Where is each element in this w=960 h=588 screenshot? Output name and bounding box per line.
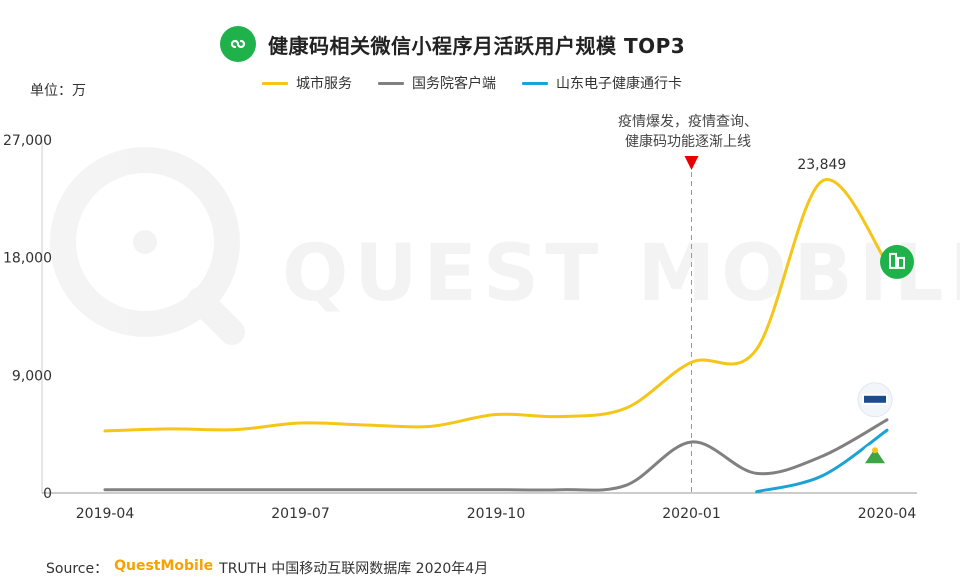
epidemic-annotation: 疫情爆发，疫情查询、 健康码功能逐渐上线 — [598, 112, 778, 152]
y-tick-label: 18,000 — [3, 251, 52, 267]
annotation-line-2: 健康码功能逐渐上线 — [625, 134, 751, 150]
x-tick-label: 2020-01 — [662, 506, 721, 522]
epidemic-marker-triangle — [684, 156, 699, 170]
shandong-pass-logo-icon — [861, 444, 889, 473]
peak-data-label: 23,849 — [797, 157, 846, 173]
city-services-logo-building — [897, 256, 905, 269]
source-prefix: Source： — [46, 561, 109, 577]
y-tick-label: 0 — [43, 486, 52, 502]
mini-program-icon — [220, 26, 256, 62]
legend-item-state-council: 国务院客户端 — [378, 73, 496, 93]
source-rest: TRUTH 中国移动互联网数据库 2020年4月 — [219, 561, 489, 577]
state-council-logo-mark — [864, 395, 886, 403]
watermark-text: QUEST MOBILE — [282, 229, 960, 319]
city-services-logo-icon — [880, 244, 914, 279]
city-services-logo-building — [889, 252, 897, 269]
state-council-logo-icon — [857, 382, 893, 418]
unit-label: 单位：万 — [30, 83, 86, 99]
chart-title: 健康码相关微信小程序月活跃用户规模 TOP3 — [268, 33, 686, 58]
y-tick-label: 9,000 — [12, 368, 52, 384]
legend-swatch-city-services — [262, 81, 288, 85]
y-tick-label: 27,000 — [3, 133, 52, 149]
source-line: Source： QuestMobile TRUTH 中国移动互联网数据库 202… — [46, 558, 488, 578]
x-tick-label: 2019-04 — [76, 506, 135, 522]
legend-item-shandong-pass: 山东电子健康通行卡 — [522, 73, 682, 93]
chart-legend: 城市服务 国务院客户端 山东电子健康通行卡 — [262, 73, 682, 93]
chart-header: 健康码相关微信小程序月活跃用户规模 TOP3 — [220, 24, 685, 64]
series-line-state-council — [103, 418, 889, 492]
legend-label-state-council: 国务院客户端 — [412, 76, 496, 92]
legend-label-shandong-pass: 山东电子健康通行卡 — [556, 76, 682, 92]
series-line-city-services — [103, 178, 889, 433]
annotation-line-1: 疫情爆发，疫情查询、 — [618, 114, 758, 130]
legend-item-city-services: 城市服务 — [262, 73, 352, 93]
legend-label-city-services: 城市服务 — [296, 76, 352, 92]
shandong-pass-logo-mountain — [865, 448, 885, 464]
x-tick-label: 2020-04 — [858, 506, 917, 522]
watermark: QUEST MOBILE — [50, 147, 960, 345]
source-brand: QuestMobile — [114, 558, 214, 574]
legend-swatch-shandong-pass — [522, 81, 548, 85]
x-tick-label: 2019-07 — [271, 506, 330, 522]
x-tick-label: 2019-10 — [467, 506, 526, 522]
shandong-pass-logo-sun — [872, 447, 878, 454]
legend-swatch-state-council — [378, 81, 404, 85]
series-line-shandong-pass — [755, 428, 889, 494]
